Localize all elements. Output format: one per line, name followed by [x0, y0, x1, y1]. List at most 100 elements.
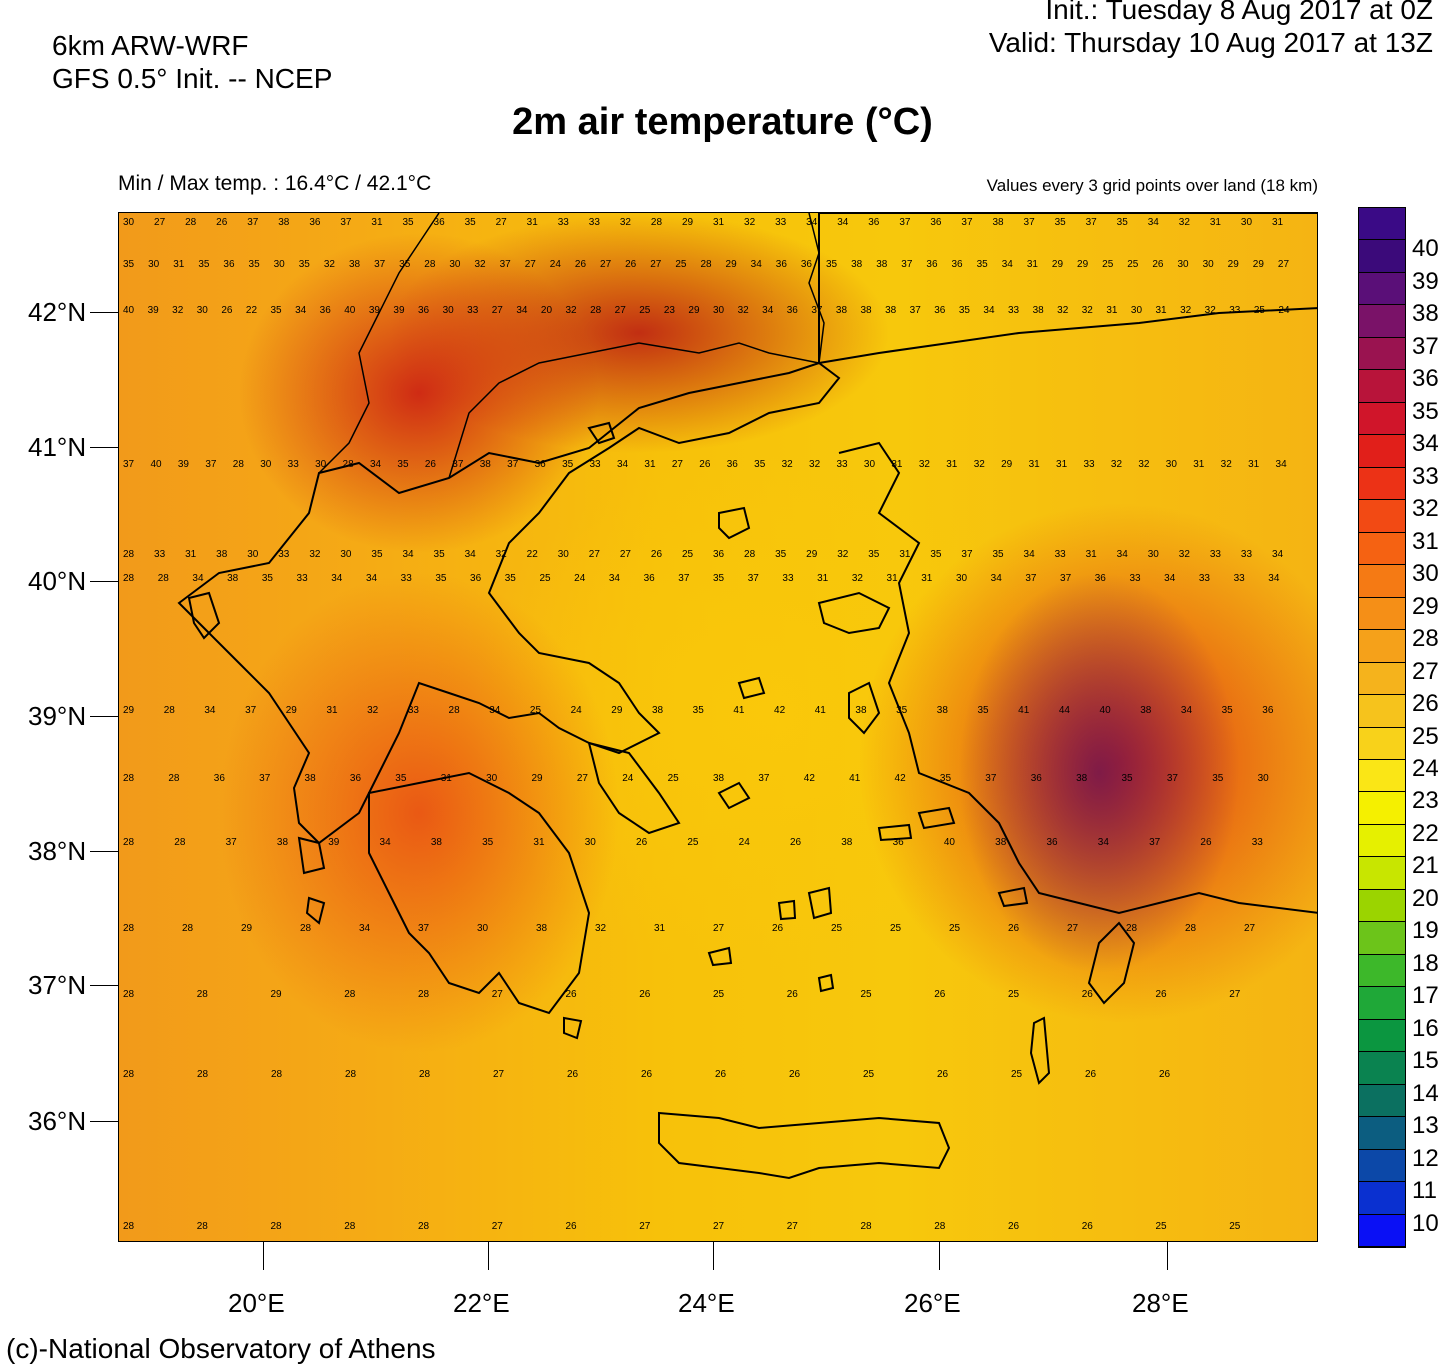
- lon-tick: [939, 1242, 940, 1270]
- grid-value: 28: [300, 923, 312, 934]
- grid-value: 28: [590, 305, 602, 316]
- lon-label-22e: 22°E: [453, 1288, 510, 1318]
- grid-value: 32: [1138, 459, 1150, 470]
- grid-value: 25: [675, 259, 687, 270]
- grid-value: 30: [123, 217, 135, 228]
- grid-value: 32: [809, 459, 821, 470]
- grid-value: 28: [123, 1221, 135, 1232]
- grid-value: 38: [713, 773, 725, 784]
- grid-value: 28: [232, 459, 244, 470]
- grid-value: 32: [1180, 305, 1192, 316]
- greece-mainland-outline: [177, 361, 841, 845]
- grid-value: 36: [349, 773, 362, 784]
- grid-value: 36: [800, 259, 812, 270]
- grid-value: 38: [348, 259, 361, 270]
- grid-value: 33: [407, 705, 419, 716]
- lat-tick: [90, 581, 118, 582]
- grid-value: 35: [562, 459, 574, 470]
- grid-value: 29: [241, 923, 253, 934]
- colorbar-label: 14: [1412, 1079, 1439, 1107]
- grid-value: 26: [625, 259, 637, 270]
- colorbar-label: 32: [1412, 495, 1439, 523]
- colorbar-segment: [1359, 272, 1405, 306]
- grid-value: 22: [245, 305, 258, 316]
- grid-value: 32: [1057, 305, 1069, 316]
- colorbar-segment: [1359, 759, 1405, 793]
- grid-value: 38: [1076, 773, 1088, 784]
- colorbar-segment: [1359, 857, 1405, 890]
- grid-value: 27: [491, 989, 503, 1000]
- grid-value: 33: [400, 573, 412, 584]
- grid-value: 34: [1268, 573, 1280, 584]
- grid-value: 30: [247, 549, 259, 560]
- grid-value: 31: [921, 573, 933, 584]
- colorbar-label: 35: [1412, 397, 1439, 425]
- grid-value: 28: [123, 837, 135, 848]
- grid-value: 25: [639, 305, 651, 316]
- grid-value: 33: [1251, 837, 1263, 848]
- colorbar-label: 31: [1412, 527, 1439, 555]
- grid-value: 37: [985, 773, 997, 784]
- grid-value: 30: [1202, 259, 1214, 270]
- colorbar-segment: [1359, 889, 1405, 923]
- grid-value: 29: [285, 705, 297, 716]
- grid-value: 34: [464, 549, 476, 560]
- grid-value: 32: [474, 259, 486, 270]
- grid-value: 28: [196, 989, 208, 1000]
- grid-value: 30: [442, 305, 454, 316]
- grid-value: 38: [835, 305, 848, 316]
- grid-value: 25: [687, 837, 699, 848]
- lat-tick: [90, 447, 118, 448]
- grid-value: 26: [1008, 1221, 1020, 1232]
- colorbar-segment: [1359, 922, 1405, 955]
- grid-value: 35: [692, 705, 704, 716]
- peloponnese-outline: [368, 771, 591, 1015]
- grid-value: 31: [185, 549, 197, 560]
- grid-value: 29: [1001, 459, 1013, 470]
- grid-value: 35: [433, 549, 445, 560]
- grid-value: 34: [204, 705, 216, 716]
- grid-value: 26: [1081, 1221, 1093, 1232]
- santorini-outline: [817, 973, 835, 993]
- grid-value: 30: [315, 459, 327, 470]
- grid-value: 33: [1209, 549, 1221, 560]
- grid-value: 29: [270, 989, 282, 1000]
- grid-value: 27: [713, 1221, 725, 1232]
- grid-value: 33: [775, 217, 787, 228]
- colorbar-segment: [1359, 240, 1405, 273]
- grid-value: 30: [477, 923, 489, 934]
- grid-value: 35: [1212, 773, 1224, 784]
- grid-value: 33: [1083, 459, 1095, 470]
- grid-value: 32: [918, 459, 930, 470]
- grid-value: 31: [654, 923, 666, 934]
- grid-value: 28: [744, 549, 756, 560]
- colorbar-label: 39: [1412, 267, 1439, 295]
- grid-value: 28: [123, 989, 135, 1000]
- grid-value: 35: [976, 259, 988, 270]
- grid-value: 27: [154, 217, 166, 228]
- colorbar-label: 22: [1412, 819, 1439, 847]
- grid-value: 34: [1023, 549, 1035, 560]
- grid-value: 26: [1155, 989, 1167, 1000]
- grid-value: 32: [837, 549, 849, 560]
- grid-value: 32: [367, 705, 379, 716]
- grid-value: 38: [479, 459, 491, 470]
- grid-value: 38: [651, 705, 664, 716]
- grid-value: 26: [1200, 837, 1212, 848]
- grid-value: 30: [340, 549, 352, 560]
- grid-value: 27: [614, 305, 626, 316]
- grid-value: 38: [855, 705, 867, 716]
- colorbar-segment: [1359, 954, 1405, 988]
- grid-value: 37: [747, 573, 759, 584]
- colorbar-segment: [1359, 467, 1405, 501]
- grid-value: 36: [930, 217, 942, 228]
- colorbar-segment: [1359, 630, 1405, 663]
- grid-value: 34: [750, 259, 762, 270]
- grid-value: 34: [1275, 459, 1287, 470]
- grid-value: 39: [368, 305, 380, 316]
- temperature-colorbar: [1358, 207, 1406, 1248]
- zakynthos-outline: [305, 896, 326, 925]
- grid-value: 35: [397, 459, 409, 470]
- colorbar-segment: [1359, 695, 1405, 728]
- grid-value: 27: [619, 549, 631, 560]
